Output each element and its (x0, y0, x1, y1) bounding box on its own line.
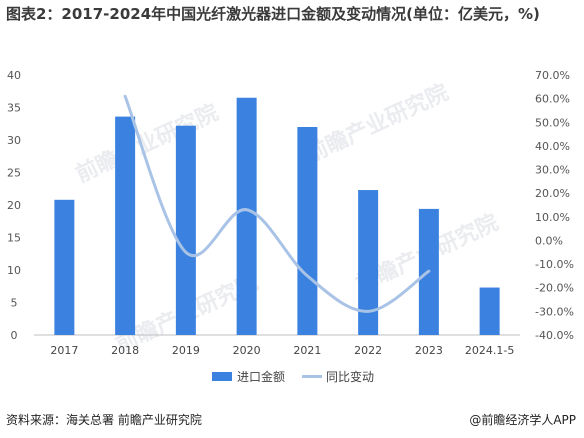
left-tick-label: 15 (7, 232, 21, 245)
yoy-line (123, 94, 431, 313)
legend-label-line: 同比变动 (326, 369, 374, 384)
left-tick-label: 40 (7, 69, 21, 82)
legend: 进口金额 同比变动 (212, 369, 374, 384)
left-tick-label: 30 (7, 134, 21, 147)
x-tick-label: 2019 (172, 344, 200, 357)
x-tick-label: 2021 (293, 344, 321, 357)
left-axis: 0 5 10 15 20 25 30 35 40 (7, 69, 21, 342)
right-axis: -40.0% -30.0% -20.0% -10.0% 0.0% 10.0% 20.0% 30… (535, 69, 574, 342)
bar-2020 (236, 97, 257, 335)
x-tick-label: 2020 (233, 344, 261, 357)
bar-2017 (54, 199, 75, 335)
right-tick-label: 60.0% (535, 93, 570, 106)
left-tick-label: 35 (7, 102, 21, 115)
x-tick-label: 2024.1-5 (465, 344, 514, 357)
bar-2021 (297, 127, 318, 335)
bar-2022 (358, 190, 379, 335)
bar-2018 (115, 116, 136, 335)
right-tick-label: 50.0% (535, 116, 570, 129)
x-tick-label: 2017 (50, 344, 78, 357)
bar-2019 (175, 125, 196, 335)
left-tick-label: 0 (11, 329, 18, 342)
right-tick-label: 0.0% (535, 234, 563, 247)
bar-2024.1-5 (479, 287, 500, 335)
source-note: 资料来源：海关总署 前瞻产业研究院 (6, 413, 202, 427)
right-tick-label: 30.0% (535, 164, 570, 177)
left-tick-label: 5 (11, 297, 18, 310)
x-tick-label: 2023 (415, 344, 443, 357)
left-tick-label: 25 (7, 167, 21, 180)
right-tick-label: 70.0% (535, 69, 570, 82)
right-tick-label: 20.0% (535, 187, 570, 200)
bar-series (54, 97, 500, 335)
right-tick-label: -10.0% (535, 258, 574, 271)
left-tick-label: 20 (7, 199, 21, 212)
watermark-text: 前瞻产业研究院 (72, 99, 223, 188)
x-tick-label: 2022 (354, 344, 382, 357)
brand-credit: @前瞻经济学人APP (469, 413, 576, 427)
x-tick-label: 2018 (111, 344, 139, 357)
legend-swatch-bar (212, 372, 232, 381)
right-tick-label: 10.0% (535, 211, 570, 224)
chart-title: 图表2：2017-2024年中国光纤激光器进口金额及变动情况(单位：亿美元，%) (6, 5, 540, 23)
left-tick-label: 10 (7, 264, 21, 277)
right-tick-label: -40.0% (535, 329, 574, 342)
x-axis: 2017 2018 2019 2020 2021 2022 2023 2024.1-5 (50, 344, 514, 357)
legend-label-bar: 进口金额 (237, 369, 285, 384)
right-tick-label: 40.0% (535, 140, 570, 153)
watermark-text: 前瞻产业研究院 (302, 79, 453, 168)
right-tick-label: -20.0% (535, 282, 574, 295)
right-tick-label: -30.0% (535, 305, 574, 318)
